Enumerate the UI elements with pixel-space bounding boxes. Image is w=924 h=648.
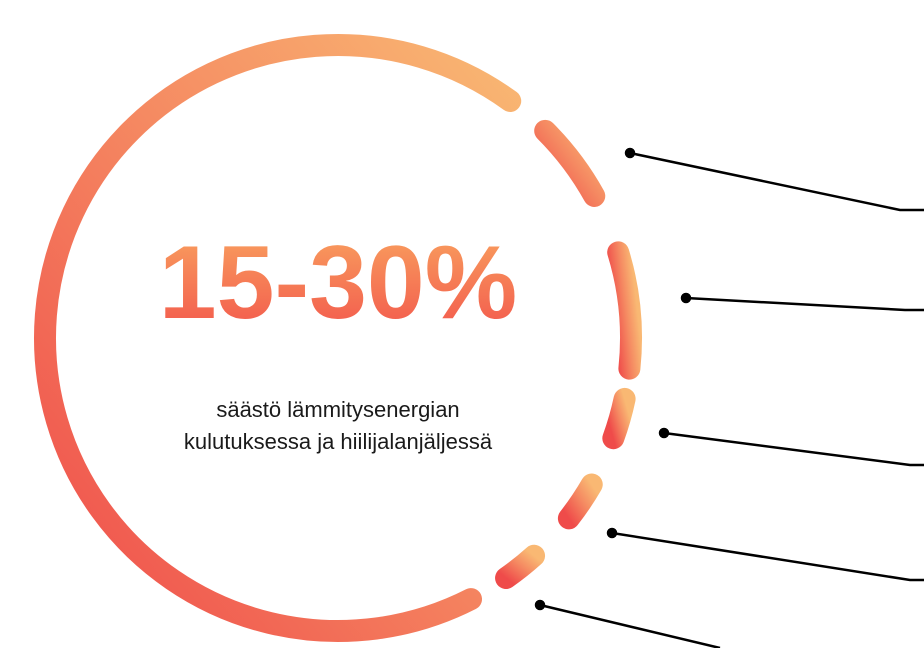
pointer-dot xyxy=(624,147,636,159)
pointer-line xyxy=(629,151,924,212)
ring-segment xyxy=(34,34,522,642)
pointer-dot xyxy=(658,427,670,439)
ring-segment xyxy=(534,119,606,207)
pointer-line xyxy=(611,531,924,582)
pointer-line xyxy=(663,431,924,467)
description-line: säästö lämmitysenergian xyxy=(216,397,459,422)
description-line: kulutuksessa ja hiilijalanjäljessä xyxy=(184,429,493,454)
headline: 15-30% xyxy=(159,225,517,341)
ring-segment xyxy=(607,241,642,380)
pointer-dot xyxy=(680,292,692,304)
ring-segment xyxy=(602,387,636,450)
pointer-dot xyxy=(534,599,546,611)
pointers xyxy=(534,147,924,648)
ring xyxy=(34,34,642,642)
pointer-line xyxy=(539,603,721,648)
ring-segment xyxy=(557,473,603,530)
pointer-dot xyxy=(606,527,618,539)
pointer-line xyxy=(685,296,924,312)
ring-segment xyxy=(495,544,546,590)
